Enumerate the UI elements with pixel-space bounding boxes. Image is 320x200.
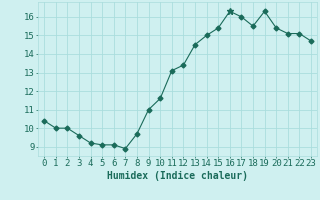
X-axis label: Humidex (Indice chaleur): Humidex (Indice chaleur) <box>107 171 248 181</box>
